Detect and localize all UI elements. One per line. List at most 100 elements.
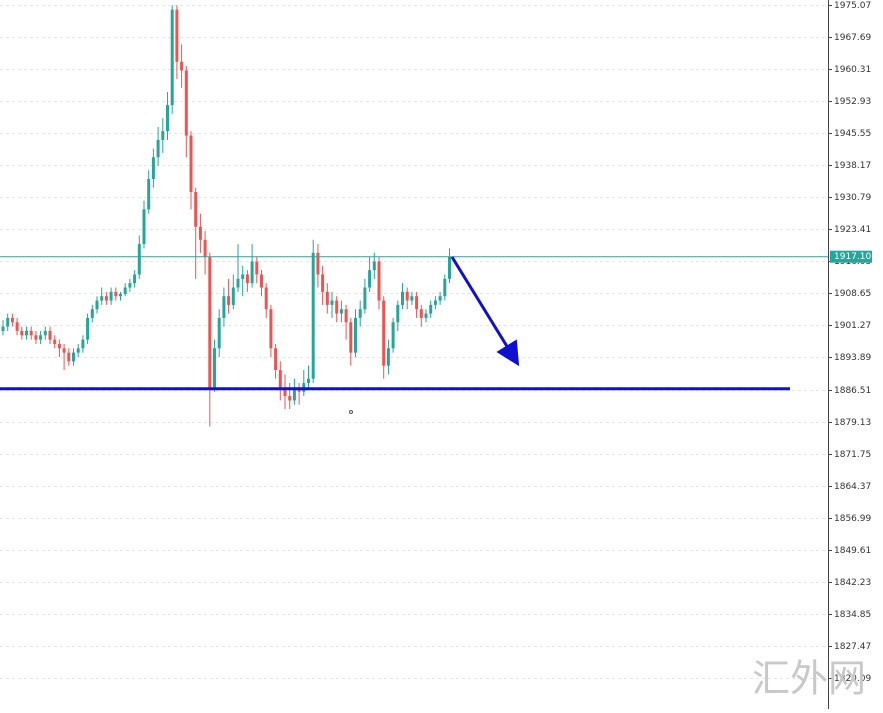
y-tick-label: 1820.09: [834, 674, 871, 684]
candle-body: [325, 291, 329, 305]
candle-body: [119, 294, 122, 297]
candle-body: [100, 296, 104, 301]
candle-body: [307, 378, 310, 384]
candle-body: [443, 278, 447, 297]
candle-body: [90, 309, 94, 318]
y-tick-label: 1864.37: [834, 482, 871, 492]
y-tick-label: 1945.55: [834, 129, 871, 139]
candle-body: [180, 61, 184, 71]
y-tick-label: 1908.65: [834, 289, 871, 299]
y-tick-label: 1886.51: [834, 386, 871, 396]
candle-body: [43, 330, 47, 336]
candle-body: [194, 192, 198, 227]
candle-body: [382, 300, 386, 366]
candle-body: [170, 9, 174, 106]
candle-body: [245, 274, 249, 284]
candle-body: [349, 322, 353, 353]
y-tick-label: 1827.47: [834, 642, 871, 652]
candle-body: [274, 348, 278, 371]
candle-body: [260, 274, 263, 288]
y-tick-label: 1960.31: [834, 65, 871, 75]
candle-body: [377, 261, 381, 301]
y-axis: 1975.07 1967.69 1960.31 1952.93 1945.55 1938.…: [828, 1, 872, 684]
y-tick-label: 1856.99: [834, 514, 871, 524]
candle-body: [419, 309, 423, 318]
candle-body: [29, 330, 33, 336]
candle-body: [255, 261, 259, 275]
candle-body: [391, 322, 395, 349]
candle-body: [86, 317, 90, 340]
last-price-label: 1917.10: [834, 252, 871, 262]
candle-body: [386, 348, 390, 366]
candle-body: [20, 330, 24, 336]
candle-body: [339, 309, 343, 314]
candle-body: [213, 348, 216, 388]
candle-body: [72, 352, 75, 362]
candle-body: [142, 209, 146, 245]
candle-body: [405, 291, 409, 301]
candle-body: [189, 135, 193, 193]
candle-body: [292, 387, 296, 401]
y-tick-label: 1901.27: [834, 321, 871, 331]
y-tick-label: 1879.13: [834, 418, 871, 428]
y-tick-label: 1834.85: [834, 610, 871, 620]
y-tick-label: 1952.93: [834, 97, 871, 107]
y-tick-label: 1849.61: [834, 546, 871, 556]
candle-body: [128, 283, 132, 288]
y-tick-label: 1938.17: [834, 161, 871, 171]
y-tick-label: 1967.69: [834, 33, 871, 43]
plot: [0, 5, 828, 427]
candle-body: [39, 335, 43, 340]
candle-body: [203, 239, 207, 258]
candle-body: [6, 317, 10, 327]
candle-body: [424, 313, 428, 318]
candle-body: [114, 291, 118, 297]
candle-body: [198, 226, 202, 240]
candle-body: [147, 178, 151, 210]
candle-body: [358, 309, 362, 318]
candle-body: [57, 343, 61, 349]
candle-body: [175, 9, 179, 62]
candle-body: [151, 157, 155, 179]
candle-body: [330, 300, 334, 305]
y-tick-label: 1871.75: [834, 450, 871, 460]
candle-body: [156, 139, 160, 158]
candle-body: [67, 352, 71, 362]
candle-body: [123, 287, 127, 295]
watermark: 汇外网: [752, 657, 866, 701]
candle-body: [133, 274, 137, 284]
candle-body: [236, 278, 240, 288]
candle-body: [137, 244, 141, 275]
candle-body: [363, 287, 367, 310]
trend-arrow: [450, 256, 520, 367]
candle-body: [429, 304, 433, 314]
candle-body: [1, 326, 5, 331]
candle-body: [227, 296, 231, 305]
candle-body: [48, 330, 52, 340]
candle-body: [222, 296, 226, 318]
candle-body: [316, 252, 320, 275]
candle-body: [109, 291, 113, 301]
candle-body: [321, 274, 325, 292]
candle-body: [81, 339, 85, 349]
candle-body: [283, 387, 287, 397]
candle-body: [53, 339, 57, 344]
candle-body: [34, 335, 38, 340]
candle-body: [104, 296, 108, 301]
candle-body: [410, 296, 414, 301]
candle-body: [161, 131, 165, 140]
candle-body: [95, 300, 99, 310]
last-price-tag: [830, 250, 872, 263]
candle-body: [415, 296, 419, 310]
candle-body: [311, 252, 315, 379]
candle-body: [278, 370, 282, 388]
y-tick-label: 1893.89: [834, 353, 871, 363]
candle-body: [368, 270, 372, 288]
candle-body: [448, 256, 451, 279]
y-tick-label: 1930.79: [834, 193, 871, 203]
y-tick-label: 1842.23: [834, 578, 871, 588]
candle-body: [166, 105, 169, 132]
candle-body: [184, 70, 188, 136]
